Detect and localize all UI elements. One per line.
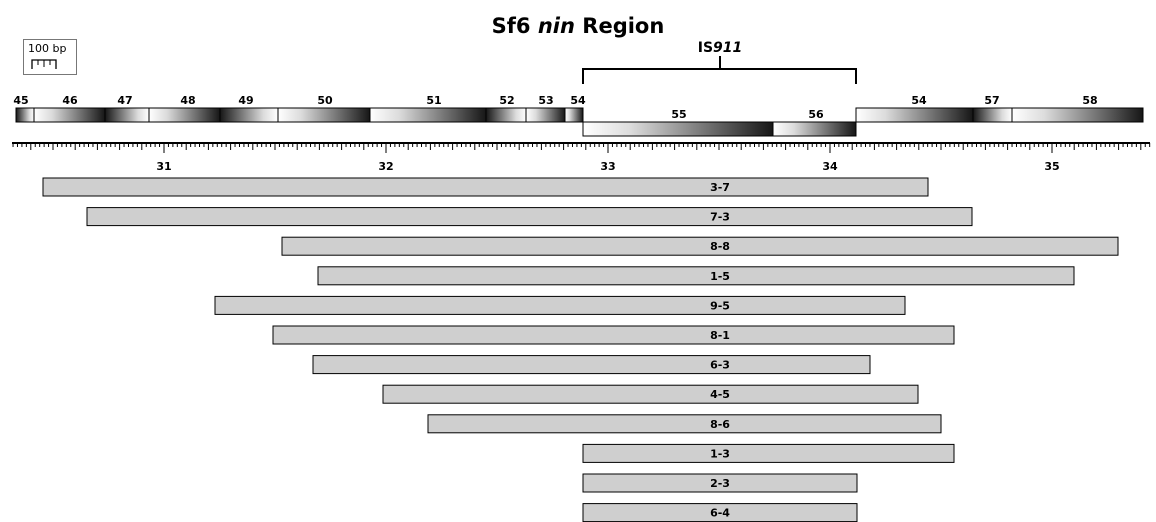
gene-block (1011, 107, 1144, 123)
clone-label: 8-8 (710, 240, 730, 253)
gene-label: 54 (570, 94, 586, 107)
clone-bar (281, 236, 1119, 256)
clone-label: 2-3 (710, 477, 730, 490)
insert-gene-label: 56 (808, 108, 824, 121)
gene-label: 50 (317, 94, 333, 107)
is911-label: IS911 (698, 40, 743, 56)
gene-label: 53 (538, 94, 553, 107)
clone-bar (214, 295, 906, 315)
clone-label: 9-5 (710, 299, 730, 312)
is911-number: 911 (713, 40, 742, 56)
gene-block (104, 107, 150, 123)
gene-label: 58 (1082, 94, 1097, 107)
clone-bar (272, 325, 955, 345)
figure-title: Sf6 nin Region (0, 14, 1156, 38)
gene-label: 49 (238, 94, 253, 107)
clone-label: 7-3 (710, 211, 730, 224)
gene-label: 46 (62, 94, 78, 107)
gene-label: 48 (180, 94, 195, 107)
bp-ruler: 31 32 33 34 35 (12, 142, 1151, 173)
clone-label: 4-5 (710, 388, 730, 401)
title-italic: nin (537, 14, 575, 38)
gene-block (148, 107, 221, 123)
gene-block (219, 107, 279, 123)
clone-bars: 3-7 7-3 8-8 1-5 9-5 8-1 6-3 4-5 8-6 1-3 2-3 6-4 (42, 177, 1119, 522)
insert-gene-row: 55 56 (582, 108, 857, 137)
gene-block (564, 107, 584, 123)
clone-label: 1-5 (710, 270, 730, 283)
gene-label: 47 (117, 94, 132, 107)
clone-label: 3-7 (710, 181, 730, 194)
clone-label: 6-3 (710, 359, 730, 372)
gene-block (15, 107, 35, 123)
ruler-tick-label: 35 (1044, 160, 1059, 173)
clone-label: 8-6 (710, 418, 730, 431)
ruler-tick-label: 33 (600, 160, 615, 173)
gene-block (33, 107, 106, 123)
scale-bar-icon (31, 59, 57, 69)
gene-label: 51 (426, 94, 441, 107)
gene-label: 52 (499, 94, 514, 107)
gene-block (485, 107, 527, 123)
clone-bar (312, 355, 871, 375)
insert-gene-label: 55 (671, 108, 686, 121)
ruler-tick-label: 32 (378, 160, 393, 173)
is911-bracket (582, 56, 857, 84)
clone-bar (382, 384, 919, 404)
gene-block (972, 107, 1013, 123)
clone-label: 6-4 (710, 507, 730, 520)
scale-bar-box: 100 bp (23, 39, 77, 75)
clone-bar (317, 266, 1075, 286)
title-prefix: Sf6 (491, 14, 538, 38)
gene-block (525, 107, 566, 123)
ruler-tick-label: 31 (156, 160, 171, 173)
clone-label: 1-3 (710, 447, 730, 460)
clone-label: 8-1 (710, 329, 730, 342)
scale-bar-label: 100 bp (28, 42, 67, 55)
gene-label: 57 (984, 94, 999, 107)
gene-row: 45 46 47 48 49 50 51 52 53 54 54 57 58 (13, 94, 1144, 123)
gene-label: 45 (13, 94, 28, 107)
is911-prefix: IS (698, 40, 713, 56)
gene-block (277, 107, 371, 123)
clone-bar (582, 443, 955, 463)
clone-bar (42, 177, 929, 197)
ruler-tick-label: 34 (822, 160, 838, 173)
gene-block (369, 107, 487, 123)
gene-block (855, 107, 974, 123)
insert-gene-block (582, 121, 774, 137)
insert-gene-block (772, 121, 857, 137)
clone-bar (427, 414, 942, 434)
clone-bar (86, 207, 973, 227)
title-suffix: Region (574, 14, 665, 38)
gene-label: 54 (911, 94, 927, 107)
clone-bar (582, 473, 858, 493)
